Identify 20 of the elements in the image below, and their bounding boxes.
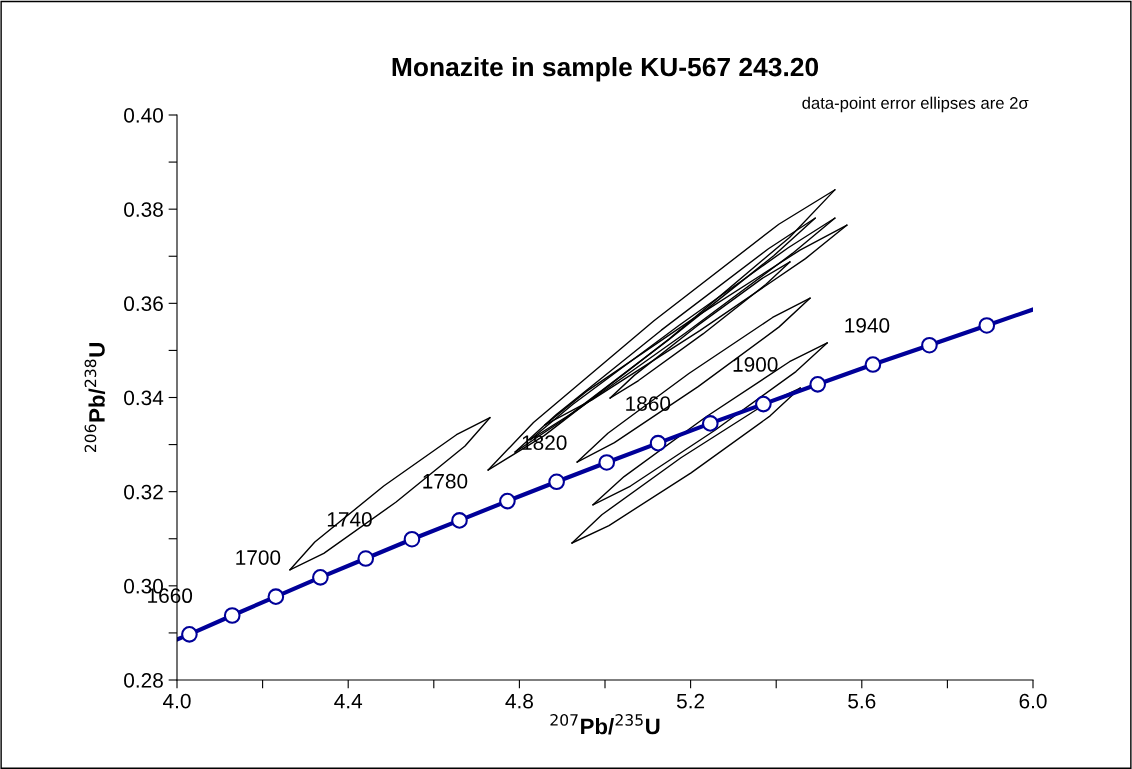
y-tick-label: 0.32 <box>124 484 163 500</box>
x-tick-label: 4.0 <box>163 693 191 709</box>
x-tick-label: 4.8 <box>505 693 533 709</box>
x-tick-label: 6.0 <box>1019 693 1047 709</box>
annotation: 1700 <box>236 550 281 565</box>
y-tick-label: 0.36 <box>124 296 163 312</box>
x-axis-title: $^{207}$Pb/$^{235}$U <box>550 714 660 735</box>
y-tick-label: 0.28 <box>124 673 163 688</box>
annotation: 1780 <box>423 473 468 489</box>
annotation: 1940 <box>845 318 890 333</box>
y-axis-title: $^{206}$Pb/$^{238}$U <box>84 343 106 453</box>
y-tick-label: 0.38 <box>124 202 163 217</box>
y-tick-label: 0.40 <box>124 108 163 123</box>
y-tick-label: 0.34 <box>124 390 164 406</box>
x-tick-label: 5.2 <box>676 693 705 709</box>
text: data-point error ellipses are 2σ <box>802 96 1029 113</box>
x-tick-label: 5.6 <box>848 693 876 709</box>
chart-title: Monazite in sample KU-567 243.20 <box>392 56 819 82</box>
x-tick-label: 4.4 <box>334 693 363 709</box>
annotation: 1900 <box>733 357 778 372</box>
